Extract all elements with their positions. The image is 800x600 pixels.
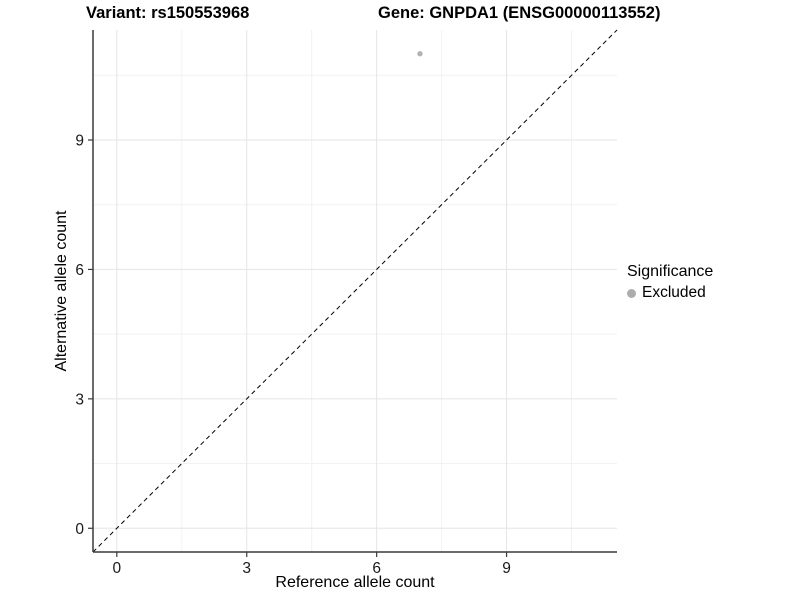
y-tick-label: 3 xyxy=(75,391,84,408)
plot-title-gene: Gene: GNPDA1 (ENSG00000113552) xyxy=(378,4,661,22)
x-axis-title: Reference allele count xyxy=(275,574,435,591)
identity-line xyxy=(92,29,618,553)
legend: Significance Excluded xyxy=(627,263,713,302)
x-tick-label: 9 xyxy=(502,560,511,577)
x-tick-label: 6 xyxy=(372,560,381,577)
legend-title: Significance xyxy=(627,263,714,280)
legend-item-label: Excluded xyxy=(642,284,706,301)
y-tick-label: 0 xyxy=(75,521,84,538)
data-point xyxy=(417,51,423,57)
y-tick-label: 6 xyxy=(75,262,84,279)
y-axis-title: Alternative allele count xyxy=(53,210,70,372)
legend-point-icon xyxy=(627,288,636,298)
legend-item-excluded: Excluded xyxy=(627,284,713,302)
plot-title-variant: Variant: rs150553968 xyxy=(86,4,250,22)
x-tick-label: 3 xyxy=(242,560,251,577)
x-tick-label: 0 xyxy=(113,560,122,577)
y-tick-label: 9 xyxy=(75,133,84,150)
